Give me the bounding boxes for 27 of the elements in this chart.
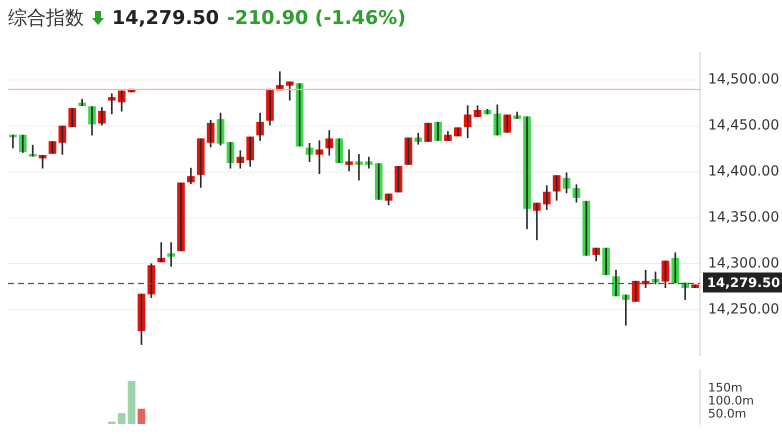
chart-title: 综合指数: [8, 6, 84, 31]
candlestick: [68, 108, 76, 128]
text: 14,279.50: [112, 7, 219, 29]
candlestick: [394, 166, 402, 192]
y-tick-label: 14,450.00: [708, 118, 780, 134]
y-tick-label: 150m: [708, 380, 743, 395]
candlestick: [691, 284, 699, 288]
y-tick-label: 14,400.00: [708, 163, 780, 180]
candlestick: [177, 182, 185, 252]
candlestick: [582, 200, 590, 256]
ref-line-label: 14,279.50: [707, 276, 780, 291]
y-tick-label: 100.0m: [708, 394, 754, 408]
candlestick: [374, 163, 383, 200]
candlestick: [503, 114, 512, 133]
candlestick: [602, 248, 610, 276]
y-tick-label: 14,300.00: [708, 255, 780, 272]
candlestick: [48, 141, 56, 154]
y-tick-label: 14,250.00: [708, 301, 780, 318]
candlestick: [434, 122, 442, 141]
candlestick: [454, 127, 462, 136]
y-tick-label: 50.0m: [708, 406, 746, 420]
candlestick: [424, 122, 432, 142]
text: -210.90 (-1.46%): [226, 7, 406, 29]
candlestick: [335, 138, 343, 163]
candlestick: [404, 138, 412, 165]
y-tick-label: 14,500.00: [708, 72, 780, 88]
y-tick-label: 14,350.00: [708, 209, 780, 226]
